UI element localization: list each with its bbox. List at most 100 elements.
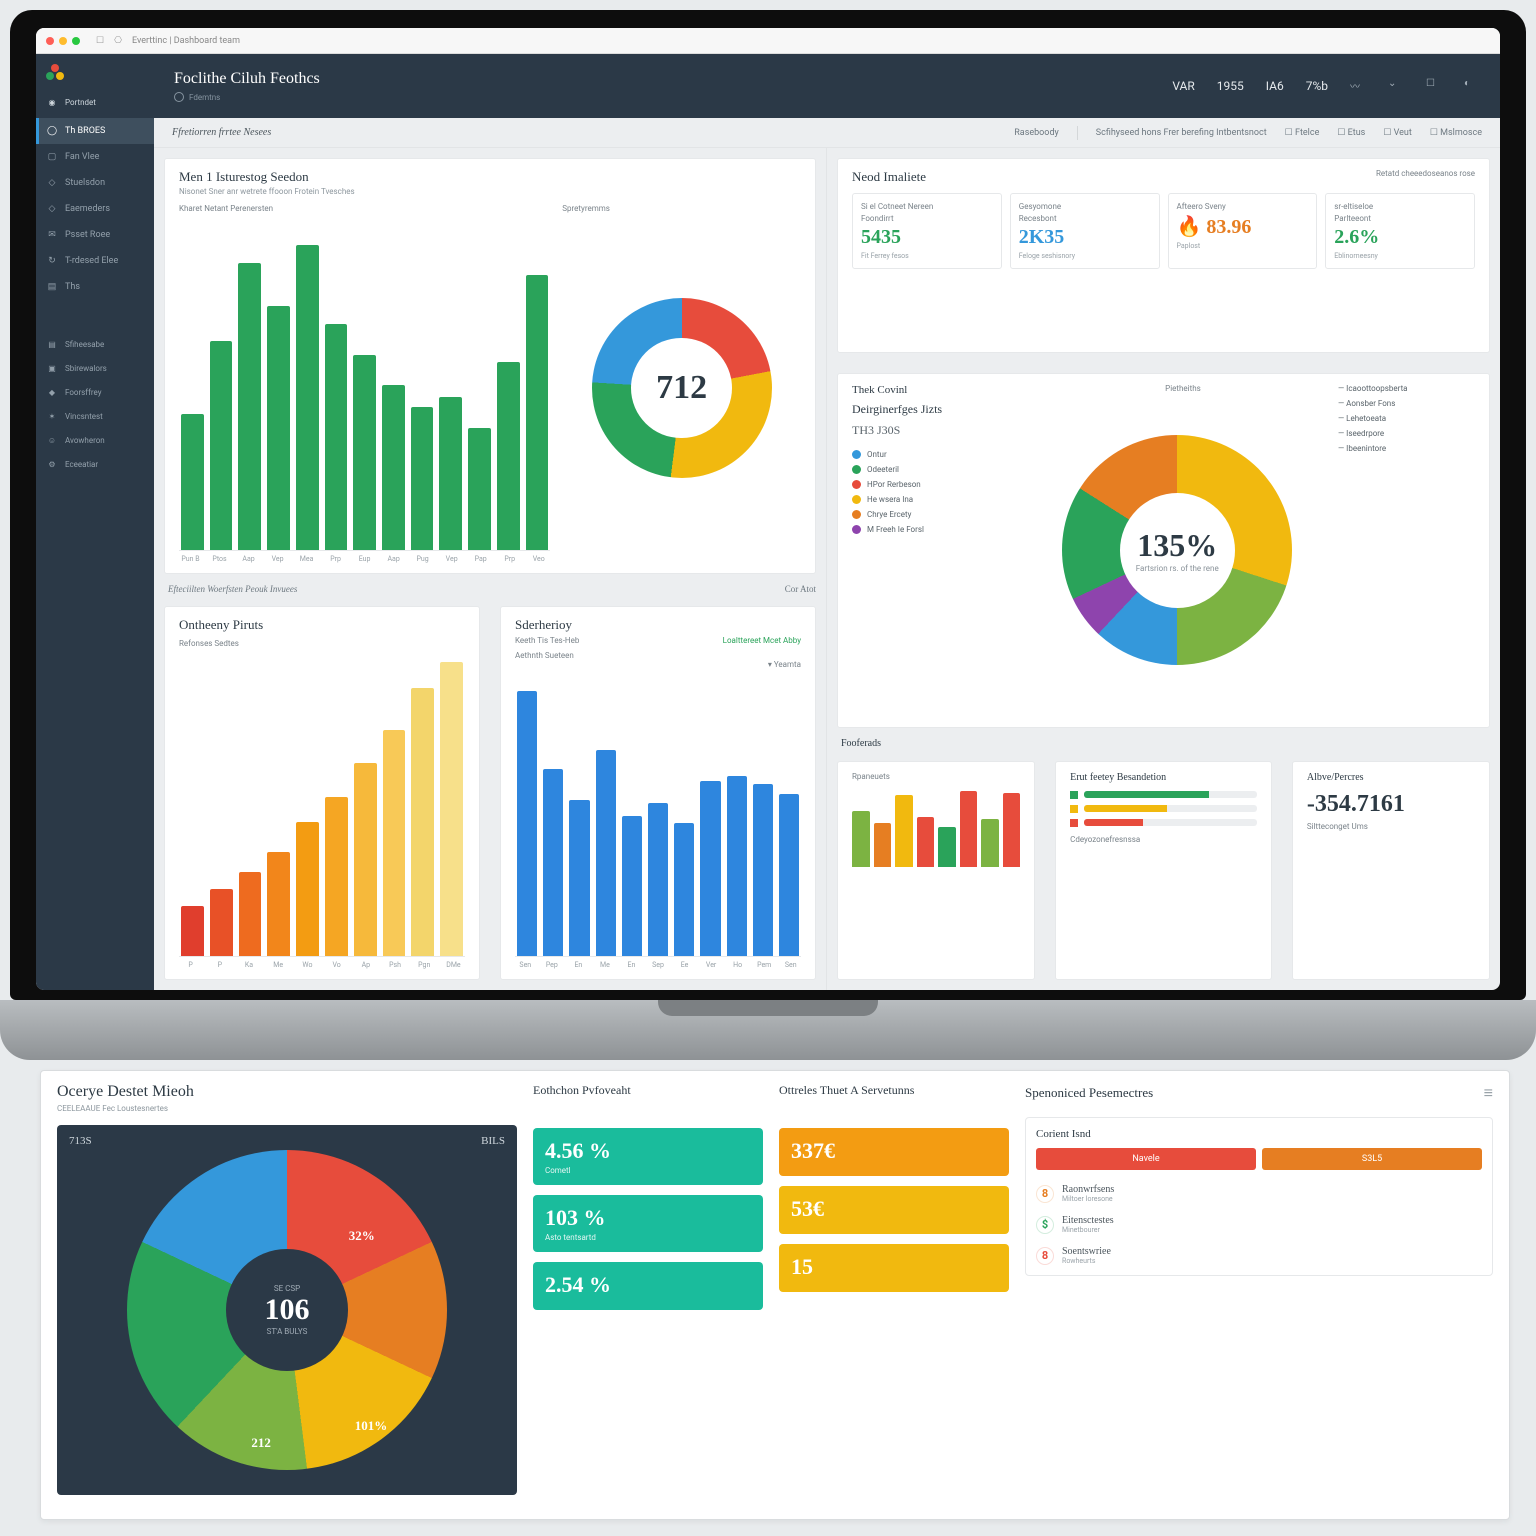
chat-icon: ✉	[46, 229, 58, 241]
doc-icon: ▤	[46, 281, 58, 293]
bm-top-left: 713S	[69, 1135, 92, 1147]
brand[interactable]	[36, 54, 154, 90]
prog-title: Erut feetey Besandetion	[1070, 772, 1257, 783]
sidebar-user[interactable]: ◉ Portndet	[36, 90, 154, 114]
bar	[296, 822, 319, 956]
sidebar-item-label: Stuelsdon	[65, 178, 105, 188]
outer-label: — Aonsber Fons	[1338, 399, 1475, 408]
bm-card-header: Corient Isnd	[1036, 1128, 1482, 1140]
sidebar-item-4[interactable]: ☺ Avowheron	[36, 428, 154, 452]
sidebar-item-2[interactable]: ◇Stuelsdon	[36, 170, 154, 196]
bar	[674, 823, 694, 956]
sidebar-item-2[interactable]: ◆ Foorsffrey	[36, 380, 154, 404]
dashboard-app: ☐ ⎔ Everttinc | Dashboard team ◉	[36, 28, 1500, 990]
progress-row	[1070, 805, 1257, 813]
bar	[497, 362, 520, 550]
blue-tiny[interactable]: ▾ Yeamta	[768, 660, 801, 669]
subheader-label: Ffretiorren frrtee Nesees	[172, 127, 271, 138]
sidebar-item-label: Avowheron	[65, 436, 105, 445]
sidebar-item-label: Fan Vlee	[65, 152, 99, 162]
legend-row: He wsera Ina	[852, 495, 1016, 504]
sidebar-item-0[interactable]: ◯Th BROES	[36, 118, 154, 144]
donut-big: 135% Fartsrion rs. of the rene	[1062, 435, 1292, 665]
panel-single-metric: Albve/Percres -354.7161 Siltteconget Ums	[1292, 761, 1490, 980]
address-text: Everttinc | Dashboard team	[132, 36, 240, 46]
bar-chart-main	[179, 213, 550, 551]
pie-slice-label: 212	[251, 1435, 271, 1451]
sidebar-item-label: T-rdesed Elee	[65, 256, 118, 266]
bar	[411, 688, 434, 956]
sidebar-item-label: Ths	[65, 282, 80, 292]
main-column: Foclithe Ciluh Feothcs Fdemtns VAR1955IA…	[154, 54, 1500, 990]
gear-icon: ⚙	[46, 458, 58, 470]
sidebar-item-6[interactable]: ▤ Ths	[36, 274, 154, 300]
avatar-icon: ◉	[46, 96, 58, 108]
subheader-tab[interactable]: ☐ Ftelce	[1285, 126, 1320, 140]
stat-tile: 337€	[779, 1128, 1009, 1176]
kpi-tile: GesyomoneRecesbont2K35Feloge seshisnory	[1010, 193, 1160, 269]
mini-title: Rpaneuets	[852, 772, 1020, 781]
gradient-title: Ontheeny Piruts	[179, 617, 465, 633]
user-icon[interactable]: ◐	[1464, 78, 1480, 94]
subheader-b: Scfihyseed hons Frer berefing Intbentsno…	[1096, 126, 1267, 140]
subheader-tab[interactable]: ☐ Veut	[1383, 126, 1412, 140]
bar	[181, 906, 204, 956]
stat-tile: 2.54 %	[533, 1262, 763, 1310]
single-value: -354.7161	[1307, 791, 1475, 818]
blue-title: Sderherioy	[515, 617, 572, 633]
sidebar-item-label: Psset Roee	[65, 230, 110, 240]
laptop-notch	[658, 1000, 878, 1016]
pill-button[interactable]: Navele	[1036, 1148, 1256, 1170]
tag-icon: ◆	[46, 386, 58, 398]
tiles-a-header: Eothchon Pvfoveaht	[533, 1083, 763, 1098]
pill-button[interactable]: S3L5	[1262, 1148, 1482, 1170]
bd-line2: Deirginerfges Jizts	[852, 402, 1016, 417]
bell-icon[interactable]: ☐	[1426, 78, 1442, 94]
pie-slice-label: 101%	[355, 1418, 388, 1434]
stat-tile: 103 %Asto tentsartd	[533, 1195, 763, 1252]
kv-row: $EitensctestesMinetbourer	[1036, 1215, 1482, 1234]
bd-center-value: 135%	[1137, 527, 1217, 564]
traffic-lights[interactable]	[46, 37, 80, 45]
sidebar-item-5[interactable]: ⚙Eceeatiar	[36, 452, 154, 476]
stat-tile: 15	[779, 1244, 1009, 1292]
prog-foot: Cdeyozonefresnssa	[1070, 835, 1257, 844]
kv-row: 8SoentswrieeRowheurts	[1036, 1246, 1482, 1265]
panel-blue-bars: Sderherioy Keeth Tis Tes-Heb Loalttereet…	[500, 606, 816, 980]
topbar: Foclithe Ciluh Feothcs Fdemtns VAR1955IA…	[154, 54, 1500, 118]
blue-sub-l: Keeth Tis Tes-Heb	[515, 636, 579, 645]
bm-tiles-a: Eothchon Pvfoveaht 4.56 %Cometl103 %Asto…	[533, 1083, 763, 1507]
bd-top-label: Pietheiths	[1165, 384, 1201, 393]
bar	[210, 889, 233, 956]
top-metric: 1955	[1217, 79, 1244, 93]
sidebar-item-label: Foorsffrey	[65, 388, 101, 397]
sidebar-item-5[interactable]: ↻T-rdesed Elee	[36, 248, 154, 274]
bar	[439, 397, 462, 550]
mini-bar	[874, 823, 892, 867]
pie-slice-label: 32%	[349, 1228, 375, 1244]
mini-bar	[960, 791, 978, 867]
sidebar-item-0[interactable]: ▤Sfiheesabe	[36, 332, 154, 356]
panel-kpis: Neod Imaliete Retatd cheeedoseanos rose …	[837, 158, 1490, 353]
subheader-tab[interactable]: ☐ Etus	[1337, 126, 1365, 140]
wave-icon[interactable]: 〰	[1350, 78, 1366, 94]
subheader-tab[interactable]: ☐ Mslmosce	[1430, 126, 1482, 140]
legend-row: Chrye Ercety	[852, 510, 1016, 519]
shield-icon: ⎔	[114, 36, 122, 46]
row2-header: Efteciilten Woerfsten Peouk Invuees	[168, 584, 297, 594]
caret-icon[interactable]: ⌄	[1388, 78, 1404, 94]
mini-bar	[917, 817, 935, 867]
bar	[210, 341, 233, 550]
sidebar-item-4[interactable]: ✉ Psset Roee	[36, 222, 154, 248]
mini-bar-chart	[852, 787, 1020, 867]
sidebar-item-label: Vincsntest	[65, 412, 103, 421]
menu-icon[interactable]: ≡	[1484, 1083, 1493, 1103]
sidebar-item-1[interactable]: ▣Sbirewalors	[36, 356, 154, 380]
bm-right-panel: Spenoniced Pesemectres ≡ Corient Isnd Na…	[1025, 1083, 1493, 1507]
bar	[727, 776, 747, 956]
sidebar-item-3[interactable]: ✶Vincsntest	[36, 404, 154, 428]
sidebar-item-3[interactable]: ◇Eaemeders	[36, 196, 154, 222]
sidebar-item-1[interactable]: ▢Fan Vlee	[36, 144, 154, 170]
subheader: Ffretiorren frrtee Nesees RaseboodyScfih…	[154, 118, 1500, 148]
user-icon: ☺	[46, 434, 58, 446]
